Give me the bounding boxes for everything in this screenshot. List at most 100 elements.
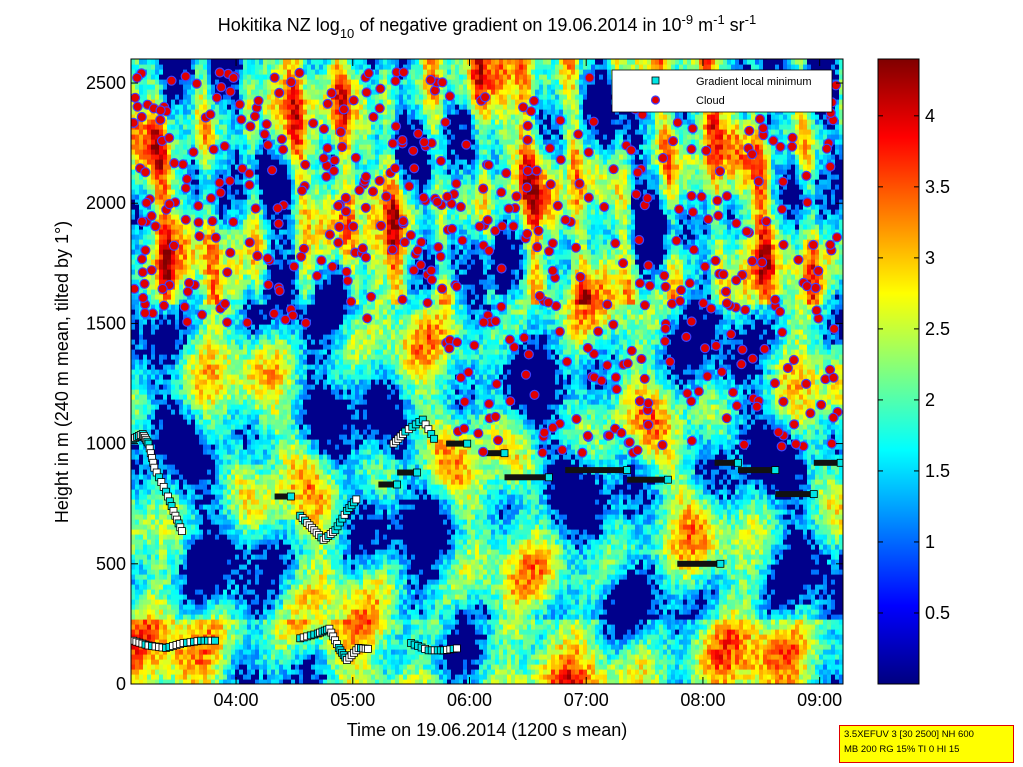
heatmap-cell (183, 429, 188, 435)
heatmap-cell (147, 64, 152, 70)
heatmap-cell (183, 544, 188, 550)
heatmap-cell (175, 474, 180, 480)
heatmap-cell (163, 59, 168, 65)
heatmap-cell (143, 64, 148, 70)
heatmap-cell (179, 344, 184, 350)
heatmap-cell (179, 474, 184, 480)
heatmap-cell (135, 334, 140, 340)
heatmap-cell (155, 239, 160, 245)
heatmap-cell (167, 119, 172, 125)
heatmap-cell (143, 79, 148, 85)
heatmap-cell (159, 434, 164, 440)
heatmap-cell (131, 239, 136, 245)
heatmap-cell (159, 149, 164, 155)
heatmap-cell (187, 429, 192, 435)
heatmap-cell (159, 369, 164, 375)
heatmap-cell (155, 94, 160, 100)
heatmap-cell (131, 249, 136, 255)
heatmap-cell (159, 669, 164, 675)
heatmap-cell (151, 119, 156, 125)
heatmap-cell (159, 259, 164, 265)
heatmap-cell (171, 569, 176, 575)
heatmap-cell (139, 614, 144, 620)
heatmap-cell (159, 599, 164, 605)
heatmap-cell (171, 484, 176, 490)
heatmap-cell (187, 584, 192, 590)
heatmap-cell (175, 654, 180, 660)
heatmap-cell (183, 229, 188, 235)
heatmap-cell (187, 334, 192, 340)
heatmap-cell (159, 384, 164, 390)
heatmap-cell (159, 349, 164, 355)
heatmap-cell (151, 364, 156, 370)
heatmap-cell (155, 609, 160, 615)
heatmap-cell (163, 524, 168, 530)
heatmap-cell (163, 354, 168, 360)
heatmap-cell (151, 574, 156, 580)
heatmap-cell (143, 504, 148, 510)
heatmap-cell (155, 669, 160, 675)
heatmap-cell (179, 559, 184, 565)
heatmap-cell (163, 399, 168, 405)
heatmap-cell (155, 664, 160, 670)
heatmap-cell (151, 59, 156, 65)
heatmap-cell (131, 184, 136, 190)
heatmap-cell (143, 229, 148, 235)
heatmap-cell (139, 524, 144, 530)
heatmap-cell (179, 139, 184, 145)
heatmap-cell (187, 129, 192, 135)
heatmap-cell (175, 669, 180, 675)
heatmap-cell (167, 179, 172, 185)
heatmap-cell (135, 599, 140, 605)
heatmap-cell (187, 594, 192, 600)
heatmap-cell (131, 594, 136, 600)
heatmap-cell (135, 624, 140, 630)
heatmap-cell (175, 439, 180, 445)
heatmap-cell (163, 339, 168, 345)
heatmap-cell (147, 289, 152, 295)
heatmap-cell (143, 134, 148, 140)
heatmap-cell (187, 659, 192, 665)
heatmap-cell (143, 144, 148, 150)
heatmap-cell (131, 424, 136, 430)
heatmap-cell (159, 619, 164, 625)
heatmap-cell (183, 449, 188, 455)
heatmap-cell (139, 594, 144, 600)
heatmap-cell (143, 534, 148, 540)
heatmap-cell (131, 214, 136, 220)
heatmap-cell (135, 444, 140, 450)
heatmap-cell (175, 469, 180, 475)
heatmap-cell (159, 459, 164, 465)
heatmap-cell (159, 359, 164, 365)
heatmap-cell (179, 284, 184, 290)
heatmap-cell (179, 294, 184, 300)
heatmap-cell (171, 409, 176, 415)
heatmap-cell (163, 244, 168, 250)
heatmap-cell (187, 119, 192, 125)
heatmap-cell (167, 599, 172, 605)
heatmap-cell (175, 189, 180, 195)
heatmap-cell (175, 444, 180, 450)
heatmap-cell (159, 539, 164, 545)
heatmap-cell (187, 529, 192, 535)
heatmap-cell (159, 254, 164, 260)
heatmap-cell (155, 524, 160, 530)
heatmap-cell (139, 454, 144, 460)
heatmap-cell (167, 394, 172, 400)
heatmap-cell (187, 524, 192, 530)
heatmap-cell (163, 574, 168, 580)
heatmap-cell (151, 359, 156, 365)
heatmap-cell (151, 604, 156, 610)
heatmap-cell (135, 349, 140, 355)
heatmap-cell (139, 144, 144, 150)
heatmap-cell (175, 134, 180, 140)
heatmap-cell (183, 374, 188, 380)
heatmap-cell (179, 339, 184, 345)
heatmap-cell (131, 504, 136, 510)
heatmap-cell (147, 369, 152, 375)
heatmap-cell (159, 614, 164, 620)
heatmap-cell (171, 189, 176, 195)
heatmap-cell (155, 249, 160, 255)
heatmap-cell (155, 444, 160, 450)
heatmap-cell (143, 519, 148, 525)
